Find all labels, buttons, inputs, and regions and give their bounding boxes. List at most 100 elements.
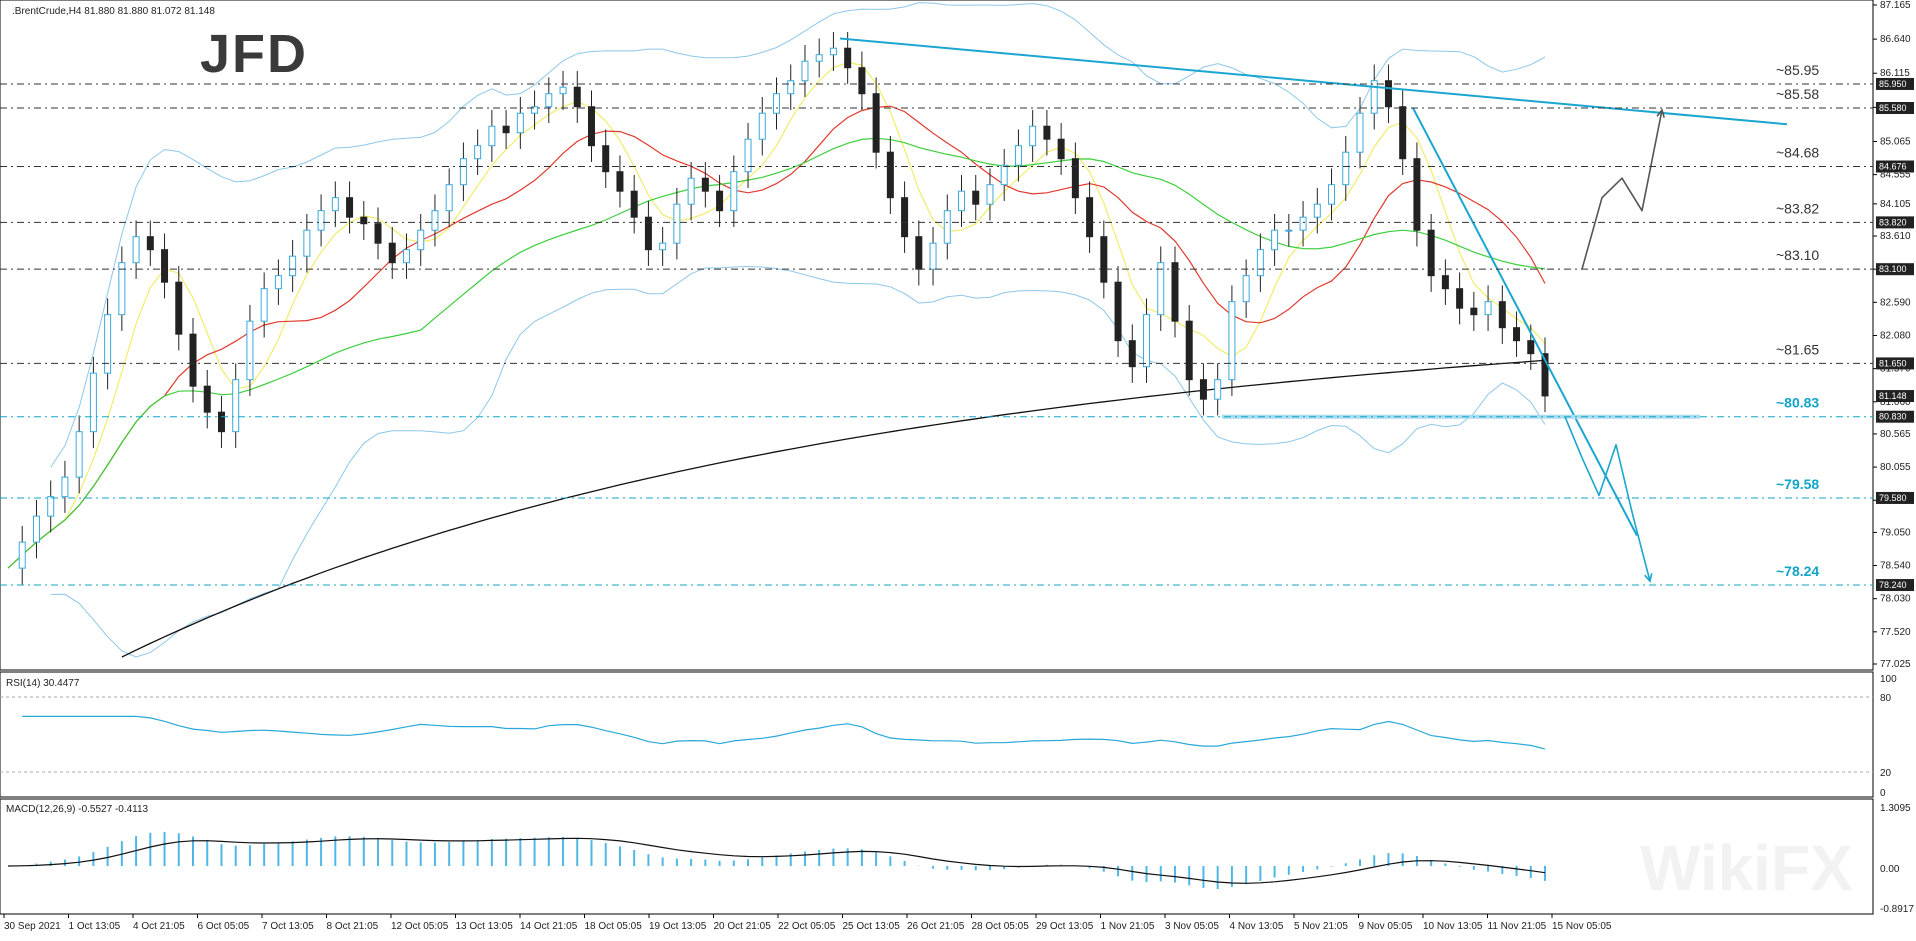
time-tick-label: 29 Oct 13:05 [1036,921,1094,932]
level-price-box [1876,263,1914,276]
level-price-box-text: 84.676 [1879,162,1907,172]
candle-bear [161,249,169,283]
candle-bull [32,515,40,543]
candle-bull [104,314,112,374]
level-price-box [1876,77,1914,90]
candle-bull [1029,125,1037,147]
candle-bear [630,190,638,218]
main-panel-frame [0,0,1874,671]
candle-bear [858,67,866,95]
candle-bear [1057,138,1065,160]
rsi-level-20: 20 [1880,768,1892,779]
time-tick-label: 6 Oct 05:05 [198,921,250,932]
bearish-projection-arrow [1564,416,1651,582]
time-tick-label: 10 Nov 13:05 [1423,921,1483,932]
candle-bull [260,288,268,322]
steep-downtrend-line [1412,107,1638,537]
macd-panel-frame [0,798,1874,915]
rsi-panel-frame [0,671,1874,798]
level-label: ~81.65 [1776,341,1819,357]
candle-bull [758,112,766,140]
candle-bear [1427,229,1435,277]
time-tick-label: 22 Oct 05:05 [778,921,836,932]
candle-bull [417,229,425,251]
candle-bear [1185,320,1193,381]
level-label: ~85.58 [1776,86,1819,102]
candle-bull [1484,301,1492,316]
level-price-box-text: 80.830 [1879,412,1907,422]
level-price-box-text: 85.580 [1879,103,1907,113]
level-price-box [1876,579,1914,592]
candle-bull [958,190,966,212]
level-label: ~85.95 [1776,62,1819,78]
candle-bear [1086,197,1094,238]
candle-bear [1128,340,1136,368]
level-price-box-text: 85.950 [1879,79,1907,89]
horizontal-levels: ~85.95 85.950 ~85.58 85.580 ~84.68 84.676 ~83.… [0,62,1914,592]
candle-bull [317,210,325,231]
price-tick-label: 83.610 [1880,231,1911,242]
candle-bear [1498,301,1506,329]
level-price-box [1876,410,1914,423]
price-tick-label: 82.590 [1880,297,1911,308]
candle-bull [1313,203,1321,218]
price-tick-label: 85.065 [1880,136,1911,147]
candle-bear [587,106,595,147]
candle-bull [445,184,453,212]
candle-bear [360,216,368,225]
candle-bull [459,158,467,186]
candle-bull [687,177,695,205]
candle-bull [986,184,994,205]
candle-bear [1043,125,1051,140]
sma-fast-line [7,61,1546,569]
rsi-level-80: 80 [1880,693,1892,704]
level-price-box-text: 79.580 [1879,493,1907,503]
candle-bull [815,54,823,62]
candle-bull [1356,112,1364,153]
candle-bear [872,93,880,153]
candle-bull [1256,249,1264,277]
indicator-plots [7,715,1546,890]
candle-bear [972,190,980,205]
candle-bull [47,496,55,517]
time-tick-label: 15 Nov 05:05 [1552,921,1612,932]
time-tick-label: 30 Sep 2021 [4,921,61,932]
candle-bull [274,275,282,290]
level-price-box-text: 83.820 [1879,217,1907,227]
candle-bull [431,210,439,231]
candle-bear [616,171,624,192]
candle-bull [488,125,496,147]
time-tick-label: 25 Oct 13:05 [843,921,901,932]
level-price-box [1876,160,1914,173]
level-price-box [1876,491,1914,504]
candle-bull [303,229,311,257]
candle-bear [1413,158,1421,231]
price-tick-label: 77.025 [1880,659,1911,670]
candle-bull [1157,262,1165,316]
time-tick-label: 14 Oct 21:05 [520,921,578,932]
candle-bull [787,80,795,95]
candle-bull [943,210,951,244]
level-price-box [1876,216,1914,229]
candle-bull [829,47,837,56]
rsi-label: RSI(14) 30.4477 [6,678,80,689]
candle-bear [1100,236,1108,283]
macd-level-zero: 0.00 [1880,864,1900,875]
bearish-projection-arrow-head [1644,573,1653,583]
symbol-info: .BrentCrude,H4 81.880 81.880 81.072 81.1… [12,6,215,17]
candle-bull [730,171,738,212]
time-tick-label: 12 Oct 05:05 [391,921,449,932]
rsi-level-100: 100 [1880,674,1897,685]
candle-bear [175,281,183,335]
candle-bear [1456,288,1464,309]
candle-bull [1228,301,1236,381]
candle-bear [217,411,225,433]
candle-bull [75,431,83,478]
candle-bear [146,236,154,251]
price-tick-label: 82.080 [1880,330,1911,341]
candle-bear [189,333,197,387]
candle-bull [402,249,410,264]
price-tick-label: 84.555 [1880,170,1911,181]
